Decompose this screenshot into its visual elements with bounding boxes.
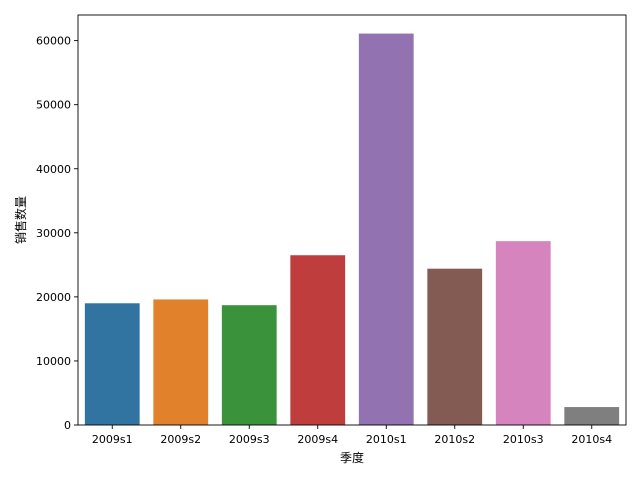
bar-2010s2 [427,268,483,425]
y-tick-label: 0 [64,419,71,432]
bar-2009s2 [153,299,209,425]
x-tick-label: 2009s4 [297,433,338,446]
y-tick-label: 10000 [36,355,71,368]
y-tick-label: 60000 [36,35,71,48]
x-tick-label: 2010s1 [366,433,407,446]
axes-group [77,14,627,426]
y-axis-ticks: 0 10000 20000 30000 40000 50000 60000 [36,35,78,432]
x-axis-ticks: 2009s1 2009s2 2009s3 2009s4 2010s1 2010s2 2010… [92,425,612,446]
bar-2010s4 [564,407,620,425]
x-tick-label: 2009s3 [229,433,270,446]
x-tick-label: 2009s1 [92,433,133,446]
bar-2010s3 [495,241,551,425]
y-tick-label: 20000 [36,291,71,304]
y-tick-label: 50000 [36,99,71,112]
bar-2009s4 [290,255,346,425]
x-tick-label: 2010s2 [434,433,475,446]
x-tick-label: 2010s4 [571,433,612,446]
bars-group [84,33,620,425]
bar-2009s3 [221,305,277,425]
x-axis-label: 季度 [340,450,364,465]
y-tick-label: 30000 [36,227,71,240]
x-tick-label: 2009s2 [160,433,201,446]
plot-frame [77,14,627,426]
x-tick-label: 2010s3 [503,433,544,446]
bar-2009s1 [84,303,140,425]
y-tick-label: 40000 [36,163,71,176]
bar-2010s1 [358,33,414,425]
y-axis-label: 销售数量 [13,196,28,244]
